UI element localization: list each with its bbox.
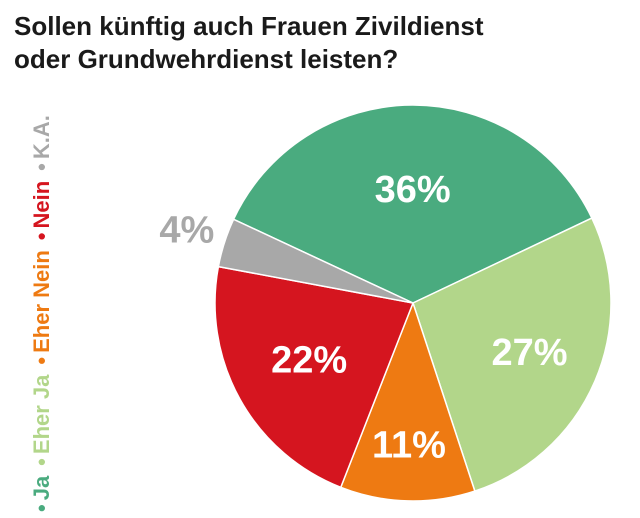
chart-title-line-1: Sollen künftig auch Frauen Zivildienst: [14, 11, 484, 41]
legend-label: Nein: [29, 180, 54, 229]
legend-label: Ja: [29, 475, 54, 501]
legend-label: K.A.: [29, 115, 54, 160]
legend: • Ja • Eher Ja • Eher Nein • Nein • K.A.: [22, 0, 62, 512]
pie-slice-k-a: [217, 218, 414, 304]
slice-label-ja: 36%: [375, 169, 451, 211]
slice-label-eher-ja: 27%: [491, 332, 567, 374]
legend-marker: •: [29, 163, 54, 171]
pie-slice-ja: [232, 104, 593, 304]
legend-marker: •: [29, 458, 54, 466]
pie-slice-eher-ja: [412, 217, 612, 492]
legend-item-k-a: • K.A.: [22, 115, 62, 171]
legend-item-ja: • Ja: [22, 476, 62, 512]
chart-title: Sollen künftig auch Frauen Zivildienst o…: [14, 10, 624, 76]
slice-label-eher-nein: 11%: [372, 425, 446, 467]
legend-item-eher-nein: • Eher Nein: [22, 250, 62, 364]
legend-item-eher-ja: • Eher Ja: [22, 375, 62, 466]
pie-labels: 36% 27% 11% 22% 4%: [159, 169, 567, 466]
legend-label: Eher Nein: [29, 250, 54, 353]
legend-marker: •: [29, 356, 54, 365]
legend-marker: •: [29, 232, 54, 241]
pie-slice-eher-nein: [340, 302, 476, 502]
chart-title-line-2: oder Grundwehrdienst leisten?: [14, 44, 399, 74]
slice-label-k-a: 4%: [159, 209, 214, 251]
legend-item-nein: • Nein: [22, 181, 62, 240]
slice-label-nein: 22%: [271, 340, 347, 382]
legend-marker: •: [29, 504, 54, 512]
pie-slice-nein: [214, 265, 414, 489]
legend-label: Eher Ja: [29, 374, 54, 455]
pie-slices: [214, 104, 612, 502]
